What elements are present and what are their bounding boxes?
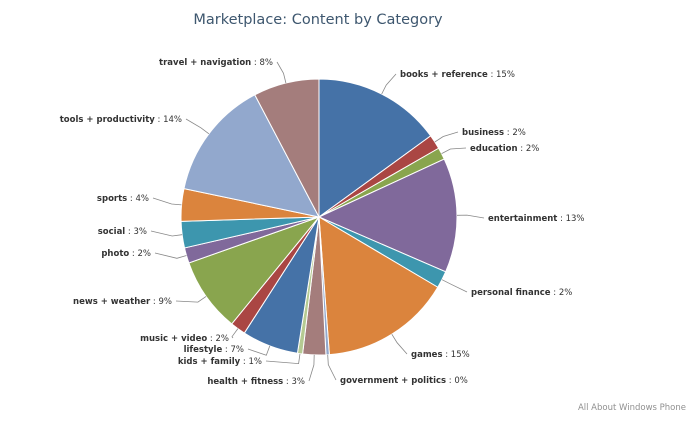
- pie-labels: books + reference : 15% business : 2% educ…: [60, 58, 585, 387]
- connector-books-reference: [381, 73, 397, 95]
- connector-personal-finance: [441, 279, 468, 293]
- label-personal-finance: personal finance : 2%: [471, 288, 572, 298]
- label-books-reference: books + reference : 15%: [400, 70, 515, 80]
- label-photo: photo : 2%: [101, 249, 151, 259]
- chart-credit: All About Windows Phone: [578, 403, 686, 413]
- connector-music-video: [231, 328, 239, 339]
- connector-lifestyle: [247, 345, 271, 356]
- slice-books-reference: [318, 78, 432, 218]
- connector-education: [441, 147, 467, 154]
- label-sports: sports : 4%: [97, 194, 149, 204]
- connector-health-fitness: [308, 354, 315, 382]
- connector-tools-productivity: [185, 118, 210, 135]
- label-travel-navigation: travel + navigation : 8%: [159, 58, 273, 68]
- label-government-politics: government + politics : 0%: [340, 376, 468, 386]
- slice-tools-productivity: [183, 94, 320, 218]
- connector-travel-navigation: [276, 61, 287, 84]
- slice-entertainment: [317, 158, 458, 273]
- label-music-video: music + video : 2%: [140, 334, 229, 344]
- connector-photo: [154, 252, 187, 259]
- chart-title: Marketplace: Content by Category: [193, 12, 443, 28]
- pie-slices: [180, 78, 458, 356]
- connector-entertainment: [456, 214, 485, 219]
- label-news-weather: news + weather : 9%: [73, 297, 172, 307]
- label-entertainment: entertainment : 13%: [488, 214, 585, 224]
- connector-government-politics: [327, 354, 337, 381]
- connector-news-weather: [175, 296, 207, 303]
- label-health-fitness: health + fitness : 3%: [207, 377, 305, 387]
- connector-social: [150, 230, 183, 237]
- slice-travel-navigation: [254, 78, 320, 218]
- connector-sports: [152, 197, 182, 206]
- label-tools-productivity: tools + productivity : 14%: [60, 115, 182, 125]
- label-social: social : 3%: [98, 227, 147, 237]
- label-business: business : 2%: [462, 128, 526, 138]
- label-lifestyle: lifestyle : 7%: [184, 345, 244, 355]
- connector-kids-family: [265, 353, 301, 365]
- label-kids-family: kids + family : 1%: [178, 357, 262, 367]
- connector-business: [434, 131, 459, 143]
- label-education: education : 2%: [470, 144, 539, 154]
- label-games: games : 15%: [411, 350, 470, 360]
- connector-games: [391, 333, 408, 355]
